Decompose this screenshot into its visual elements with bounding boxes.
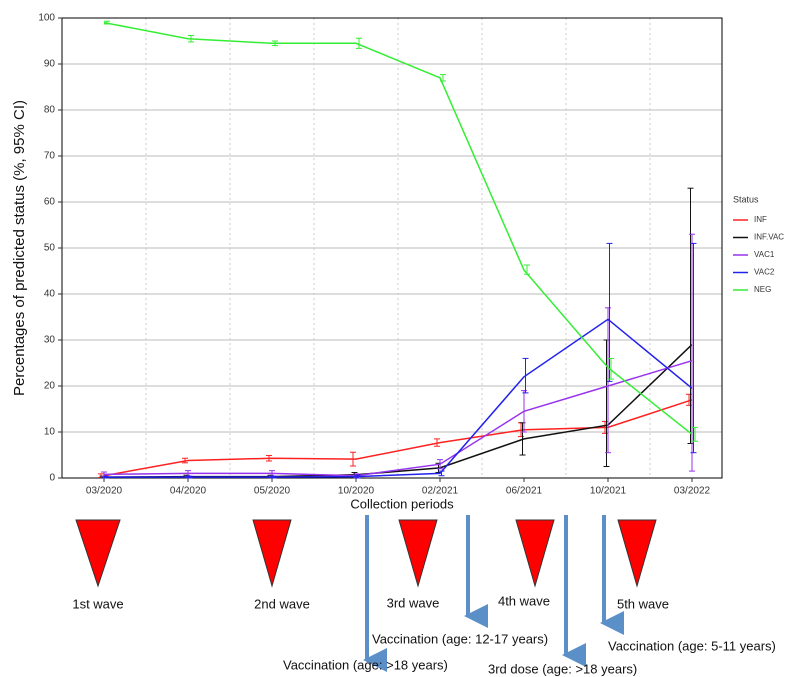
error-bar (104, 20, 110, 25)
x-tick-label: 10/2021 (590, 486, 627, 497)
y-tick-label: 20 (44, 381, 56, 392)
error-bar (437, 459, 443, 470)
series-line (104, 318, 693, 478)
y-tick-label: 30 (44, 335, 56, 346)
legend-label: NEG (754, 285, 771, 294)
error-bar (182, 457, 188, 464)
annotations: 1st wave 2nd wave 3rd wave 4th wave 5th … (72, 515, 776, 676)
legend-label: VAC2 (754, 268, 775, 277)
y-tick-label: 60 (44, 197, 56, 208)
x-tick-label: 04/2020 (170, 486, 207, 497)
annotation: Vaccination (age: 12-17 years) (372, 631, 548, 646)
x-tick-label: 10/2020 (338, 486, 375, 497)
annotation: Vaccination (age: 5-11 years) (608, 638, 776, 653)
wave-marker (398, 519, 438, 588)
annotation: 1st wave (72, 596, 123, 611)
annotation: 3rd dose (age: >18 years) (488, 661, 637, 676)
error-bar (350, 451, 356, 467)
error-bar (690, 242, 697, 454)
legend-label: VAC1 (754, 250, 775, 259)
series-line (103, 359, 693, 477)
wave-marker (617, 519, 657, 588)
x-tick-label: 05/2020 (254, 486, 291, 497)
error-bar (354, 474, 361, 479)
y-tick-label: 70 (44, 151, 56, 162)
error-bar (522, 357, 529, 394)
annotation: 3rd wave (387, 595, 440, 610)
error-bar (440, 74, 446, 82)
error-bar (606, 242, 613, 382)
wave-marker (75, 519, 121, 588)
wave-marker (252, 519, 292, 588)
error-bar (188, 34, 194, 43)
y-tick-label: 50 (44, 243, 56, 254)
legend-label: INF (754, 215, 767, 224)
y-tick-label: 40 (44, 289, 56, 300)
annotation: 5th wave (617, 596, 669, 611)
error-bar (605, 307, 611, 454)
x-tick-label: 03/2022 (674, 486, 711, 497)
x-tick-label: 06/2021 (506, 486, 543, 497)
x-tick-label: 02/2021 (422, 486, 459, 497)
series-line (103, 21, 693, 435)
error-bar (434, 438, 440, 447)
x-axis-title: Collection periods (350, 496, 454, 511)
legend-title: Status (733, 194, 759, 204)
error-bar (272, 40, 278, 47)
annotation: 4th wave (498, 593, 550, 608)
y-axis-title: Percentages of predicted status (%, 95% … (11, 100, 28, 396)
error-bar (438, 470, 445, 477)
y-tick-label: 10 (44, 427, 56, 438)
legend-label: INF.VAC (754, 233, 784, 242)
error-bar (689, 233, 695, 472)
y-tick-label: 100 (38, 13, 55, 24)
error-bar (186, 475, 193, 479)
error-bar (608, 357, 614, 380)
error-bar (524, 264, 530, 275)
y-tick-label: 80 (44, 105, 56, 116)
error-bar (266, 454, 272, 462)
error-bar (692, 426, 698, 442)
y-tick-label: 90 (44, 59, 56, 70)
wave-marker (515, 519, 555, 588)
x-tick-label: 03/2020 (86, 486, 123, 497)
error-bar (102, 475, 109, 479)
error-bar (603, 339, 610, 467)
error-bar (270, 475, 277, 479)
annotation: Vaccination (age: >18 years) (283, 657, 448, 672)
annotation: 2nd wave (254, 596, 310, 611)
y-tick-label: 0 (49, 473, 55, 484)
error-bar (356, 37, 362, 49)
